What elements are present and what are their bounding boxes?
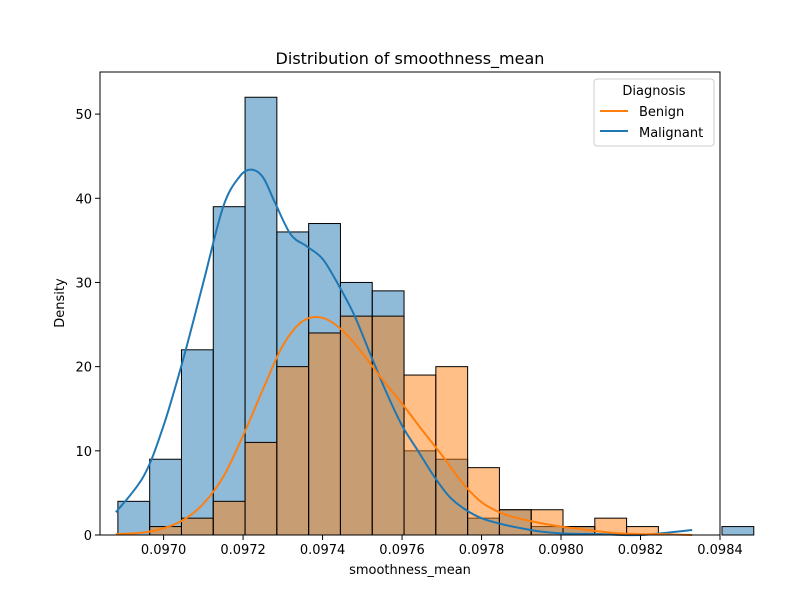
y-tick-label: 30 [75,276,92,291]
y-tick-label: 0 [84,529,92,544]
x-tick-label: 0.0970 [141,543,187,558]
x-tick-label: 0.0972 [220,543,266,558]
x-tick-label: 0.0984 [697,543,743,558]
legend: Diagnosis Benign Malignant [593,78,715,147]
y-axis-title: Density [53,278,68,328]
chart-title: Distribution of smoothness_mean [276,49,545,69]
benign-bar [308,332,341,536]
y-axis: 0 10 20 30 40 50 [75,108,100,544]
benign-bar [467,467,500,536]
x-tick-label: 0.0976 [379,543,425,558]
malignant-bar [117,500,151,536]
benign-bar [276,366,310,536]
legend-box [593,78,715,147]
plot-area [99,71,755,537]
x-axis-title: smoothness_mean [349,563,471,578]
y-tick-label: 50 [75,108,92,123]
y-tick-label: 40 [75,192,92,207]
y-tick-label: 20 [75,361,92,376]
benign-kde-line [115,315,693,536]
benign-bar [371,315,405,536]
benign-bar [212,500,246,536]
y-tick-label: 10 [75,445,92,460]
benign-bars [149,315,659,536]
legend-label-malignant: Malignant [639,126,703,141]
benign-bar [244,441,278,536]
legend-title: Diagnosis [622,84,685,99]
benign-bar [435,366,469,536]
axes-frame [99,71,721,536]
x-tick-label: 0.0974 [300,543,346,558]
x-axis: 0.0970 0.0972 0.0974 0.0976 0.0978 0.0980 0.09… [141,535,743,558]
legend-label-benign: Benign [639,105,684,120]
x-tick-label: 0.0982 [618,543,664,558]
kde-lines [115,168,693,537]
benign-bar [180,517,214,536]
benign-bar [339,315,373,536]
x-tick-label: 0.0980 [538,543,584,558]
malignant-bar [149,458,182,536]
malignant-kde-line [115,168,693,537]
x-tick-label: 0.0978 [459,543,505,558]
malignant-bar [180,349,214,536]
malignant-bar [721,526,755,536]
